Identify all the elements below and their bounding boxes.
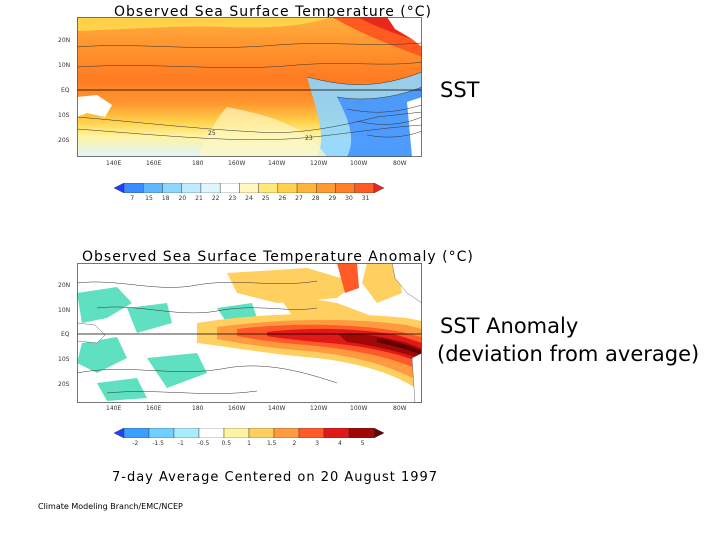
sst-colorbar-label: 30	[345, 195, 353, 202]
anomaly-colorbar-swatch	[348, 428, 375, 438]
anomaly-colorbar-label: 1.5	[266, 440, 277, 447]
anomaly-map-title: Observed Sea Surface Temperature Anomaly…	[82, 249, 474, 265]
anomaly-colorbar-swatch	[148, 428, 175, 438]
sst-lat-tick: EQ	[61, 87, 70, 94]
anomaly-colorbar-label: 5	[360, 440, 365, 447]
sst-colorbar-swatch	[258, 183, 279, 193]
anomaly-lon-tick: 160W	[228, 405, 246, 412]
sst-colorbar-label: 31	[361, 195, 370, 202]
anomaly-lon-tick: 180	[192, 405, 204, 412]
credit-text: Climate Modeling Branch/EMC/NCEP	[38, 502, 183, 511]
anomaly-lat-tick: 10S	[58, 356, 70, 363]
sst-colorbar-swatch	[373, 183, 384, 193]
sst-colorbar-swatch	[296, 183, 317, 193]
sst-side-label: SST	[440, 78, 480, 102]
sst-lat-tick: 10S	[58, 112, 70, 119]
sst-colorbar-label: 25	[261, 195, 270, 202]
anomaly-lat-tick: 10N	[58, 307, 71, 314]
sst-colorbar-label: 20	[178, 195, 187, 202]
sst-colorbar-swatch	[335, 183, 355, 193]
sst-lon-tick: 140W	[268, 160, 286, 167]
sst-colorbar-label: 21	[195, 195, 203, 202]
sst-lon-tick: 140E	[106, 160, 122, 167]
sst-lat-tick: 20S	[58, 137, 70, 144]
anomaly-colorbar-label: 1	[247, 440, 251, 447]
anomaly-colorbar-swatch	[248, 428, 275, 438]
sst-colorbar-swatch	[239, 183, 259, 193]
anomaly-colorbar-label: 4	[337, 440, 342, 447]
anomaly-lat-tick: 20S	[58, 381, 70, 388]
sst-colorbar	[114, 183, 384, 193]
contour-label-25: 25	[208, 130, 216, 137]
sst-colorbar-label: 7	[130, 195, 135, 202]
sst-lon-tick: 160E	[146, 160, 162, 167]
anomaly-colorbar-swatch	[298, 428, 325, 438]
sst-colorbar-swatch	[316, 183, 336, 193]
anomaly-colorbar-swatch	[114, 428, 125, 438]
anomaly-lon-tick: 140W	[268, 405, 286, 412]
sst-colorbar-label: 27	[295, 195, 303, 202]
anomaly-colorbar-swatch	[198, 428, 225, 438]
sst-lat-tick: 10N	[58, 62, 71, 69]
anomaly-map	[77, 263, 422, 403]
anomaly-side-label-line1: SST Anomaly	[440, 314, 579, 338]
sst-map-title: Observed Sea Surface Temperature (°C)	[114, 4, 432, 20]
sst-lon-tick: 100W	[350, 160, 368, 167]
anomaly-colorbar-label: -2	[132, 440, 139, 447]
sst-colorbar-swatch	[123, 183, 144, 193]
sst-lon-tick: 120W	[310, 160, 328, 167]
anomaly-lat-tick: EQ	[61, 331, 70, 338]
anomaly-colorbar-label: -1.5	[152, 440, 164, 447]
sst-colorbar-swatch	[200, 183, 221, 193]
sst-map	[77, 17, 422, 157]
anomaly-lat-tick: 20N	[58, 282, 71, 289]
anomaly-colorbar-swatch	[223, 428, 250, 438]
anomaly-colorbar-label: 3	[315, 440, 320, 447]
sst-colorbar-swatch	[277, 183, 298, 193]
anomaly-colorbar-swatch	[173, 428, 200, 438]
anomaly-lon-tick: 120W	[310, 405, 328, 412]
sst-lon-tick: 160W	[228, 160, 246, 167]
sst-lat-tick: 20N	[58, 37, 71, 44]
average-caption: 7-day Average Centered on 20 August 1997	[112, 470, 439, 485]
anomaly-colorbar-swatch	[273, 428, 300, 438]
anomaly-colorbar-label: -0.5	[197, 440, 210, 447]
sst-colorbar-label: 18	[161, 195, 170, 202]
anomaly-lon-tick: 140E	[106, 405, 122, 412]
sst-colorbar-label: 23	[228, 195, 237, 202]
anomaly-colorbar-label: -1	[177, 440, 184, 447]
sst-colorbar-label: 26	[278, 195, 287, 202]
sst-colorbar-label: 29	[328, 195, 337, 202]
contour-label-23: 23	[305, 135, 313, 142]
sst-colorbar-label: 28	[311, 195, 320, 202]
sst-colorbar-swatch	[219, 183, 240, 193]
sst-lon-tick: 80W	[393, 160, 407, 167]
anomaly-colorbar-label: 2	[292, 440, 297, 447]
sst-colorbar-label: 22	[211, 195, 220, 202]
anomaly-colorbar-label: 0.5	[221, 440, 232, 447]
sst-colorbar-label: 24	[245, 195, 253, 202]
anomaly-side-label-line2: (deviation from average)	[437, 342, 700, 366]
anomaly-colorbar-swatch	[123, 428, 150, 438]
sst-colorbar-label: 15	[145, 195, 153, 202]
sst-colorbar-swatch	[143, 183, 163, 193]
anomaly-colorbar	[114, 428, 384, 438]
sst-colorbar-swatch	[114, 183, 125, 193]
sst-lon-tick: 180	[192, 160, 204, 167]
anomaly-colorbar-swatch	[323, 428, 350, 438]
anomaly-lon-tick: 160E	[146, 405, 162, 412]
sst-colorbar-swatch	[354, 183, 375, 193]
anomaly-colorbar-swatch	[373, 428, 384, 438]
sst-colorbar-swatch	[162, 183, 182, 193]
anomaly-lon-tick: 100W	[350, 405, 368, 412]
sst-colorbar-swatch	[181, 183, 202, 193]
anomaly-lon-tick: 80W	[393, 405, 407, 412]
